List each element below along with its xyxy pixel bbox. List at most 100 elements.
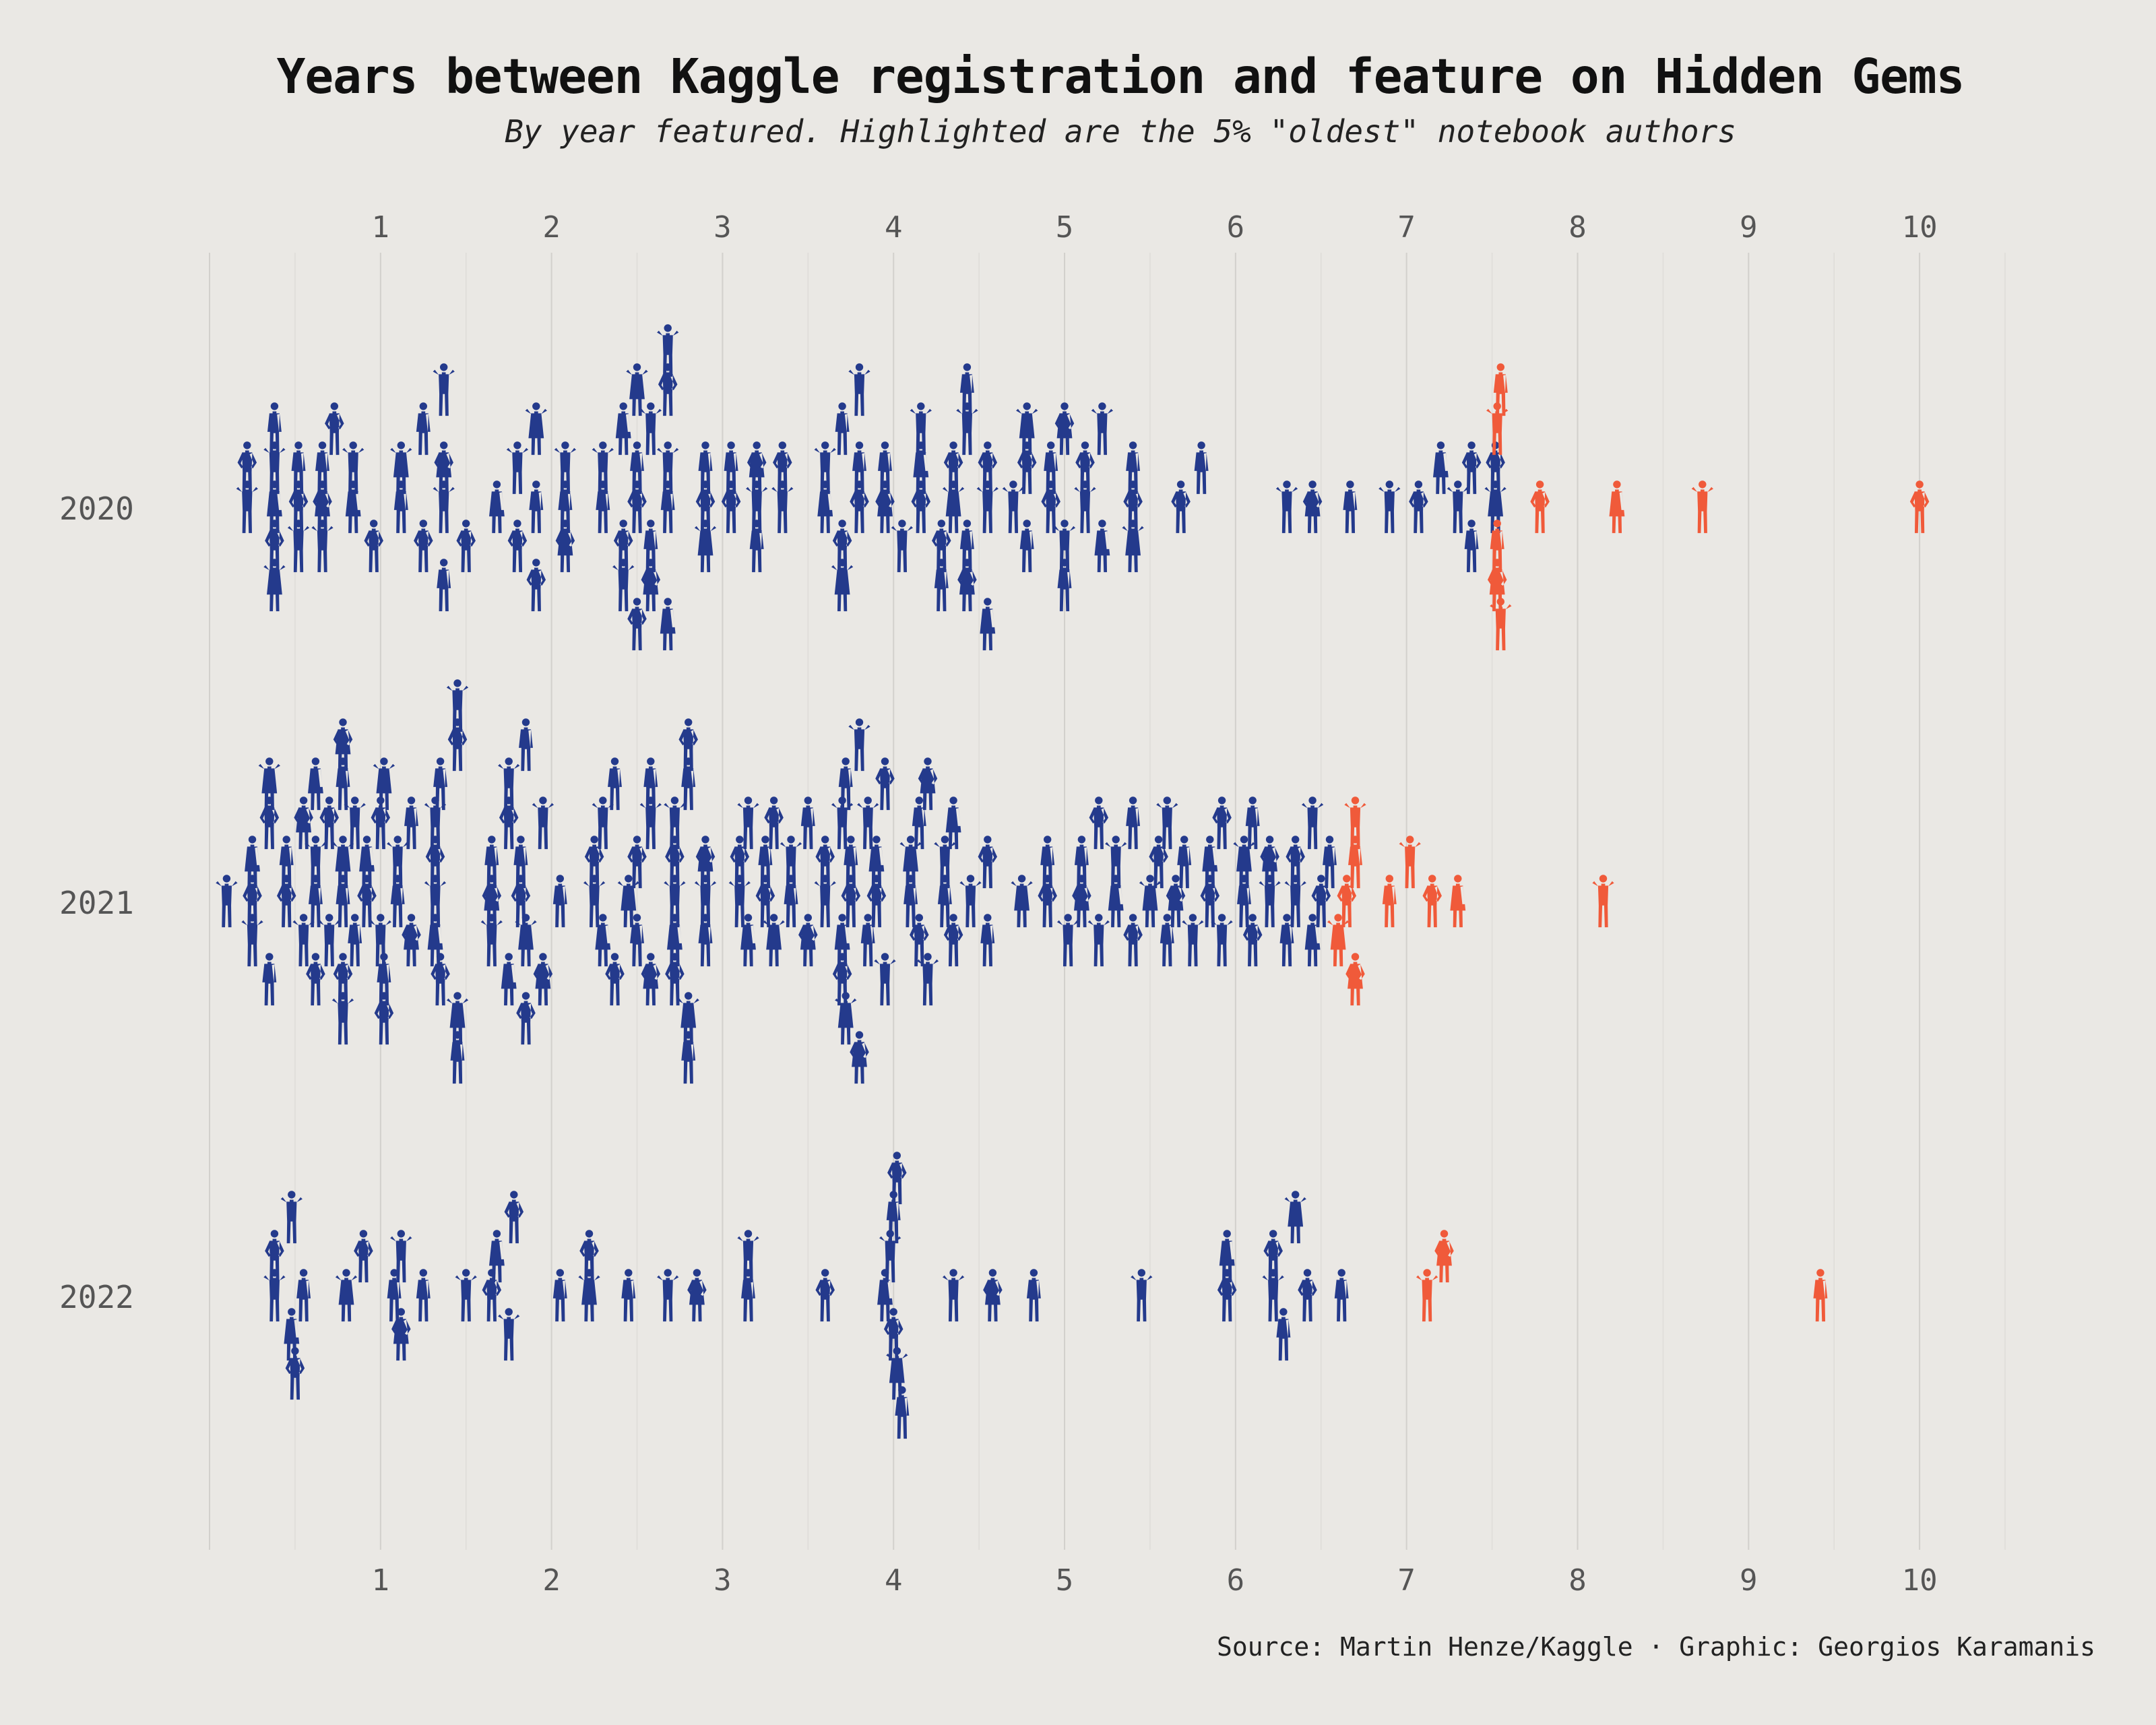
person-mark [533, 953, 553, 1006]
person-mark [1016, 402, 1038, 456]
highlighted-person-mark [1434, 1230, 1454, 1283]
person-mark [1074, 836, 1089, 889]
person-mark [658, 363, 678, 416]
person-mark [728, 875, 751, 928]
person-mark [1275, 480, 1298, 534]
person-mark [333, 718, 353, 772]
person-mark [850, 480, 869, 534]
person-mark [424, 796, 447, 850]
person-mark [1284, 875, 1306, 928]
person-mark [1122, 520, 1144, 573]
person-mark [912, 796, 926, 850]
person-mark [1017, 441, 1037, 495]
person-mark [886, 1191, 901, 1244]
person-mark [874, 953, 896, 1006]
person-mark [404, 796, 418, 850]
person-mark [1433, 441, 1449, 495]
x-tick-bottom-2: 2 [542, 1563, 561, 1598]
chart-source: Source: Martin Henze/Kaggle · Graphic: G… [1216, 1632, 2095, 1662]
x-tick-top-3: 3 [714, 210, 732, 245]
person-mark [402, 914, 421, 967]
person-mark [305, 836, 327, 889]
person-mark [294, 796, 313, 850]
person-mark [336, 875, 350, 928]
person-mark [258, 757, 280, 811]
highlighted-person-mark [1530, 480, 1550, 534]
person-mark [1484, 480, 1507, 534]
highlighted-person-mark [1327, 914, 1350, 967]
person-mark [850, 1031, 869, 1084]
person-mark [764, 796, 784, 850]
chart-subtitle: By year featured. Highlighted are the 5%… [505, 113, 1736, 150]
person-mark [345, 480, 361, 534]
person-mark [798, 914, 818, 967]
highlighted-person-mark [1486, 402, 1509, 456]
y-label-2020: 2020 [59, 491, 134, 527]
person-mark [1237, 875, 1251, 928]
person-mark [815, 836, 835, 889]
person-mark [879, 1230, 901, 1283]
person-mark [263, 559, 286, 612]
grid-layer [209, 253, 2006, 1550]
person-mark [262, 953, 277, 1006]
person-mark [315, 441, 329, 495]
person-mark [433, 480, 455, 534]
person-mark [265, 1230, 284, 1283]
person-mark [664, 796, 686, 850]
highlighted-person-mark [1416, 1269, 1438, 1322]
person-mark [287, 520, 310, 573]
person-mark [694, 875, 717, 928]
highlighted-person-mark [1909, 480, 1930, 534]
person-mark [319, 796, 339, 850]
person-mark [1343, 480, 1358, 534]
person-mark [957, 559, 977, 612]
highlighted-person-mark [1490, 520, 1504, 573]
x-tick-bottom-1: 1 [372, 1563, 390, 1598]
person-mark [763, 914, 785, 967]
person-mark [878, 441, 892, 495]
person-mark [325, 402, 344, 456]
person-mark [1486, 441, 1505, 495]
x-tick-top-4: 4 [885, 210, 903, 245]
person-mark [331, 836, 354, 889]
person-mark [1323, 836, 1337, 889]
person-mark [747, 441, 767, 495]
x-tick-bottom-3: 3 [714, 1563, 732, 1598]
person-mark [584, 836, 604, 889]
person-mark [291, 441, 306, 495]
person-mark [498, 1308, 520, 1361]
marks-layer [216, 324, 1930, 1439]
person-mark [526, 559, 546, 612]
person-mark [932, 520, 951, 573]
y-label-2022: 2022 [59, 1279, 134, 1315]
person-mark [657, 1269, 679, 1322]
person-mark [755, 875, 775, 928]
person-mark [1057, 559, 1072, 612]
person-mark [216, 875, 238, 928]
person-mark [721, 480, 741, 534]
person-mark [1233, 836, 1255, 889]
person-mark [605, 953, 625, 1006]
person-mark [814, 875, 836, 928]
person-mark [740, 914, 756, 967]
highlighted-person-mark [1609, 480, 1625, 534]
person-mark [621, 1269, 636, 1322]
person-mark [657, 324, 679, 377]
person-mark [749, 520, 764, 573]
person-mark [698, 441, 713, 495]
person-mark [1089, 796, 1109, 850]
person-mark [608, 757, 622, 811]
person-mark [489, 1230, 505, 1283]
person-mark [1171, 480, 1191, 534]
person-mark [934, 836, 956, 889]
person-mark [433, 757, 448, 811]
person-mark [875, 480, 895, 534]
person-mark [918, 757, 938, 811]
person-mark [617, 875, 639, 928]
person-mark [848, 363, 870, 416]
person-mark [815, 1269, 835, 1322]
person-mark [519, 718, 533, 772]
person-mark [1091, 402, 1114, 456]
person-mark [1105, 836, 1127, 889]
person-mark [1202, 836, 1218, 889]
